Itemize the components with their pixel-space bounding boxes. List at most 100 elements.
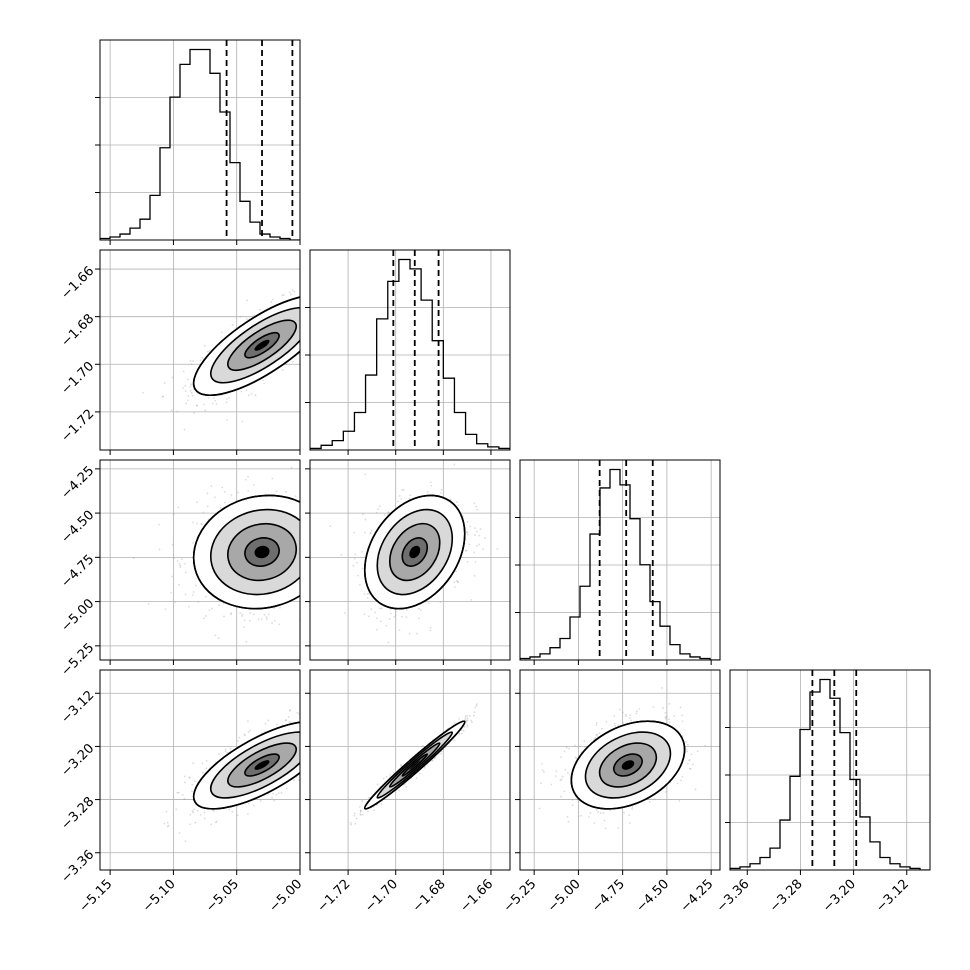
scatter-point [301,324,303,326]
scatter-point [353,812,356,815]
scatter-point [201,523,203,526]
scatter-point [330,547,332,549]
scatter-point [166,821,169,824]
scatter-point [329,525,332,528]
scatter-point [474,706,477,709]
scatter-point [183,798,186,800]
scatter-point [291,360,294,363]
scatter-point [247,394,250,397]
scatter-point [319,740,321,742]
scatter-point [359,584,361,586]
scatter-point [361,567,364,570]
scatter-point [206,350,209,353]
scatter-point [440,752,442,755]
scatter-point [316,289,318,291]
scatter-point [317,520,319,522]
scatter-point [354,733,356,735]
scatter-point [305,312,307,314]
scatter-point [312,586,314,588]
scatter-point [193,412,196,414]
scatter-point [178,832,181,835]
scatter-point [184,840,187,843]
scatter-point [302,763,304,765]
scatter-point [300,542,302,544]
scatter-point [356,561,358,564]
scatter-point [318,607,320,609]
scatter-point [318,534,320,536]
scatter-point [171,543,174,546]
scatter-point [183,428,186,431]
scatter-point [167,824,170,827]
scatter-point [230,494,233,496]
scatter-point [307,323,309,325]
scatter-point [176,791,179,794]
scatter-point [387,511,390,514]
scatter-point [259,800,262,802]
scatter-point [243,733,246,736]
scatter-point [326,529,328,531]
scatter-point [311,329,313,331]
scatter-point [363,554,365,556]
scatter-point [430,484,433,487]
scatter-point [275,490,278,493]
scatter-point [266,618,268,620]
scatter-point [673,714,675,717]
panel-3-0: −3.36−3.28−3.20−3.12−5.15 −5.10 −5.05 −5.00 [59,669,356,915]
y-tick-label: −3.28 [59,794,98,833]
scatter-point [302,760,304,762]
scatter-point [440,488,443,491]
panel-frame [519,459,721,661]
scatter-point [625,713,627,716]
scatter-point [285,787,288,790]
scatter-point [385,775,388,778]
scatter-point [339,743,341,745]
scatter-point [320,569,322,571]
scatter-point [589,812,592,814]
scatter-point [215,820,218,823]
scatter-point [367,615,370,618]
contour-1 [376,731,454,799]
scatter-point [317,290,319,292]
scatter-point [271,622,274,624]
histogram-2 [520,468,720,660]
scatter-point [267,719,270,722]
scatter-point [307,768,309,770]
scatter-point [324,291,326,293]
scatter-point [376,628,378,631]
contour-0 [192,494,300,610]
scatter-point [374,611,377,614]
scatter-point [464,549,467,552]
scatter-point [359,809,362,812]
y-tick-label: −1.70 [59,359,98,398]
scatter-point [453,463,456,466]
scatter-point [464,719,467,721]
scatter-point [496,548,499,550]
scatter-point [426,491,429,494]
scatter-point [319,717,321,719]
scatter-point [316,740,318,742]
scatter-point [303,749,305,751]
scatter-point [305,510,307,512]
scatter-point [350,823,352,826]
scatter-point [422,745,424,747]
scatter-point [344,612,346,614]
scatter-point [316,538,318,540]
scatter-point [305,761,307,763]
scatter-point [429,481,432,484]
scatter-point [479,528,482,530]
scatter-point [628,814,631,817]
scatter-point [245,389,248,391]
scatter-point [361,813,364,816]
scatter-point [201,356,204,359]
scatter-point [369,531,372,534]
scatter-point [247,802,250,805]
scatter-point [236,814,239,817]
scatter-point [305,741,307,743]
scatter-point [312,528,314,530]
panel-content [310,460,510,660]
contour-2 [388,522,441,582]
scatter-point [390,612,392,615]
scatter-point [228,396,231,399]
scatter-point [397,500,399,503]
scatter-point [401,615,403,618]
